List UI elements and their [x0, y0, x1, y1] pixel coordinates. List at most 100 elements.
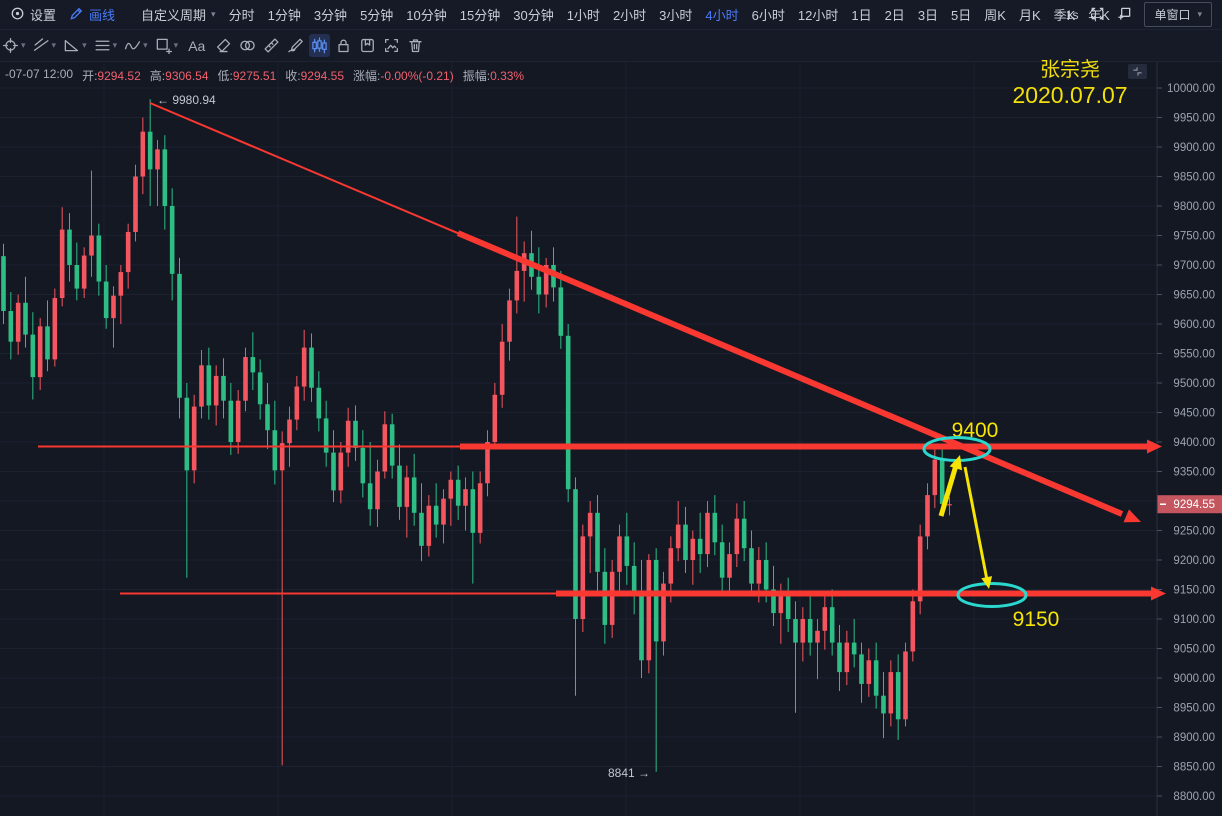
- price-tick-label: 9400.00: [1173, 437, 1215, 449]
- timeframe-button-20[interactable]: 年K: [1088, 8, 1110, 23]
- highest-price-label: ← 9980.94: [157, 93, 216, 107]
- watermark: 张宗尧 2020.07.07: [985, 59, 1155, 108]
- timeframe-button-19[interactable]: 季K: [1053, 8, 1076, 23]
- candlestick-chart[interactable]: 10000.00 9950.00 9900.00 9850.00 9800.00 9750…: [0, 62, 1222, 816]
- pen-icon: [287, 37, 304, 54]
- arrow-right-down-icon: [1123, 509, 1141, 523]
- add-window-icon[interactable]: [1117, 6, 1132, 24]
- timeframe-button-5[interactable]: 15分钟: [459, 8, 501, 23]
- pencil-icon: [69, 6, 84, 24]
- chevron-down-icon: ▾: [143, 40, 148, 50]
- timeframe-button-12[interactable]: 12小时: [797, 8, 839, 23]
- gear-icon: [10, 6, 25, 24]
- timeframe-button-14[interactable]: 2日: [884, 8, 905, 23]
- price-tick-label: 9700.00: [1173, 260, 1215, 272]
- eraser-icon: [215, 37, 232, 54]
- lock-icon: [335, 37, 352, 54]
- window-mode-label: 单窗口: [1154, 8, 1191, 22]
- timeframe-button-15[interactable]: 3日: [917, 8, 939, 23]
- ohlc-field-4: 涨幅:-0.00%(-0.21): [353, 69, 454, 83]
- lock-tool[interactable]: [333, 34, 354, 57]
- price-tick-label: 9250.00: [1173, 526, 1215, 538]
- timeframe-button-0[interactable]: 分时: [228, 8, 255, 23]
- draw-line-label: 画线: [89, 8, 116, 23]
- timeframe-button-2[interactable]: 3分钟: [313, 8, 348, 23]
- level-label: 9150: [1013, 608, 1060, 631]
- shapes-tool[interactable]: ▾: [153, 34, 181, 57]
- ruler-tool[interactable]: [261, 34, 282, 57]
- price-tick-label: 9550.00: [1173, 349, 1215, 361]
- trendline-tool[interactable]: ▾: [31, 34, 59, 57]
- chart-area: 10000.00 9950.00 9900.00 9850.00 9800.00 9750…: [0, 59, 1222, 816]
- shapes-icon: [155, 37, 172, 54]
- timeframe-button-4[interactable]: 10分钟: [406, 8, 447, 23]
- timeframe-button-1[interactable]: 1分钟: [267, 8, 301, 23]
- watermark-date: 2020.07.07: [1012, 82, 1128, 108]
- arrow-right-icon: [1151, 586, 1166, 601]
- draw-line-button[interactable]: 画线: [69, 5, 115, 24]
- lowest-price-label: 8841 →: [608, 766, 650, 780]
- timeframe-button-10[interactable]: 4小时: [705, 8, 739, 23]
- timeframe-button-13[interactable]: 1日: [851, 8, 872, 23]
- price-axis[interactable]: 10000.00 9950.00 9900.00 9850.00 9800.00 9750…: [1156, 62, 1215, 816]
- parallel-lines-tool[interactable]: ▾: [92, 34, 120, 57]
- text-tool[interactable]: Aa: [183, 35, 210, 57]
- wave-icon: [124, 37, 141, 54]
- descending-trendline: [149, 102, 1141, 523]
- triangle-pattern-icon: [63, 37, 80, 54]
- timeframe-button-18[interactable]: 月K: [1018, 8, 1041, 23]
- ohlc-info-bar: -07-07 12:00 开:9294.52 高:9306.54 低:9275.51 收…: [5, 67, 524, 84]
- ohlc-field-5: 振幅:0.33%: [462, 69, 525, 83]
- price-tick-label: 9800.00: [1173, 201, 1215, 213]
- timeframe-button-11[interactable]: 6小时: [751, 8, 785, 23]
- bookmark-icon: [359, 37, 376, 54]
- price-tick-label: 8950.00: [1173, 703, 1215, 715]
- annotations-layer: 9400 9150: [38, 102, 1166, 631]
- bookmark-tool[interactable]: [357, 34, 378, 57]
- timeframe-button-6[interactable]: 30分钟: [513, 8, 554, 23]
- delete-tool[interactable]: [405, 34, 426, 57]
- timeframe-button-8[interactable]: 2小时: [612, 8, 647, 23]
- chevron-down-icon: ▾: [112, 40, 118, 50]
- ruler-icon: [263, 37, 280, 54]
- candles-layer: [1, 99, 952, 772]
- pen-tool[interactable]: [285, 34, 306, 57]
- chevron-down-icon: ▾: [211, 9, 216, 19]
- ohlc-field-2: 低:9275.51: [217, 69, 277, 83]
- arrow-down-icon: [981, 576, 993, 589]
- price-tick-label: 9900.00: [1173, 142, 1215, 154]
- text-tool-label: Aa: [188, 37, 206, 54]
- cursor-tool[interactable]: ▾: [0, 34, 28, 57]
- window-mode-button[interactable]: 单窗口 ▾: [1144, 2, 1212, 27]
- screenshot-icon: [383, 37, 400, 54]
- wave-tool[interactable]: ▾: [122, 34, 150, 57]
- timeframe-button-7[interactable]: 1小时: [566, 8, 600, 23]
- panel-toggle-icon[interactable]: [1128, 64, 1147, 79]
- chevron-down-icon: ▾: [21, 40, 26, 50]
- timeframe-button-9[interactable]: 3小时: [659, 8, 693, 23]
- ohlc-field-3: 收:9294.55: [285, 69, 344, 83]
- current-price-tag: 9294.55: [1157, 495, 1222, 514]
- arrow-right-icon: [1147, 439, 1162, 454]
- fullscreen-icon[interactable]: [1090, 6, 1105, 24]
- candle-datetime: -07-07 12:00: [5, 67, 74, 81]
- cursor-icon: [2, 37, 19, 54]
- triangle-pattern-tool[interactable]: ▾: [61, 34, 89, 57]
- price-tick-label: 9200.00: [1173, 555, 1215, 567]
- custom-period-dropdown[interactable]: 自定义周期 ▾: [141, 5, 216, 24]
- price-tick-label: 9350.00: [1173, 467, 1215, 479]
- eraser-tool[interactable]: [213, 34, 234, 57]
- screenshot-tool[interactable]: [381, 34, 402, 57]
- main-toolbar: 设置 画线 自定义周期 ▾ 分时 1分钟 3分钟 5分钟 10分钟 15分钟 30分钟 1小时…: [0, 0, 1222, 30]
- candle-style-tool[interactable]: [309, 34, 331, 57]
- refresh-speed-label: 1s: [1065, 7, 1079, 22]
- parallel-lines-icon: [94, 37, 111, 54]
- ohlc-field-1: 高:9306.54: [149, 69, 209, 83]
- timeframe-button-3[interactable]: 5分钟: [360, 8, 394, 23]
- current-price-value: 9294.55: [1173, 499, 1215, 511]
- settings-button[interactable]: 设置: [10, 5, 56, 24]
- chevron-down-icon: ▾: [1197, 9, 1202, 19]
- circles-tool[interactable]: [237, 34, 258, 57]
- timeframe-button-16[interactable]: 5日: [951, 8, 972, 23]
- timeframe-button-17[interactable]: 周K: [984, 8, 1006, 23]
